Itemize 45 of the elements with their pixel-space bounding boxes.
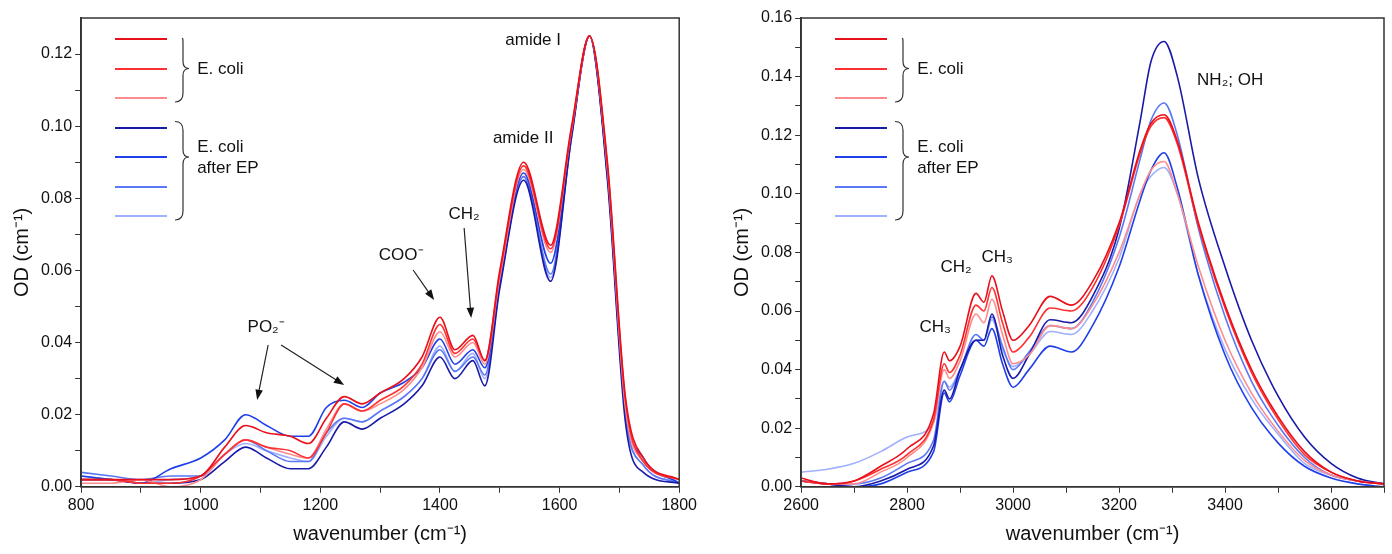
x-tick-label: 3600 [1313,495,1349,513]
annotation: CH₃ [919,316,951,336]
annotation: NH₂; OH [1197,69,1264,89]
y-tick-label: 0.06 [761,301,793,319]
x-tick-label: 2800 [889,495,926,513]
x-tick-label: 3000 [995,495,1031,513]
x-tick-label: 800 [67,495,95,513]
x-tick-label: 1000 [182,495,219,513]
annotation: CH₂ [448,203,480,223]
y-axis-title: OD (cm⁻¹) [729,207,752,297]
annotation: PO₂⁻ [247,316,285,336]
y-axis-title: OD (cm⁻¹) [9,207,32,297]
annotation: CH₃ [981,246,1013,266]
y-tick-label: 0.12 [41,44,73,62]
legend-label: E. coli after EP [917,136,980,178]
legend-label: E. coli [917,58,965,79]
x-tick-label: 1200 [302,495,339,513]
annotation: CH₂ [940,256,972,276]
legend-label: E. coli after EP [197,136,260,178]
annotation: COO⁻ [378,244,424,264]
x-tick-label: 3200 [1101,495,1137,513]
y-tick-label: 0.00 [41,477,73,495]
y-tick-label: 0.08 [41,188,73,206]
y-tick-label: 0.02 [761,418,793,436]
y-tick-label: 0.04 [761,360,793,378]
y-tick-label: 0.10 [41,116,73,134]
x-tick-label: 2600 [783,495,820,513]
y-tick-label: 0.10 [761,184,793,202]
annotation: amide I [505,29,562,49]
x-axis-title: wavenumber (cm⁻¹) [1004,521,1180,544]
x-tick-label: 1800 [661,495,698,513]
y-tick-label: 0.00 [761,477,793,495]
annotation: amide II [492,127,554,147]
y-tick-label: 0.14 [761,67,793,85]
x-tick-label: 1400 [422,495,458,513]
y-tick-label: 0.12 [761,125,793,143]
x-tick-label: 1600 [541,495,578,513]
y-tick-label: 0.04 [41,332,73,350]
y-tick-label: 0.02 [41,405,73,423]
y-tick-label: 0.06 [41,260,73,278]
legend-label: E. coli [197,58,245,79]
x-tick-label: 3400 [1207,495,1243,513]
y-tick-label: 0.16 [761,8,793,26]
y-tick-label: 0.08 [761,242,793,260]
x-axis-title: wavenumber (cm⁻¹) [292,521,468,544]
